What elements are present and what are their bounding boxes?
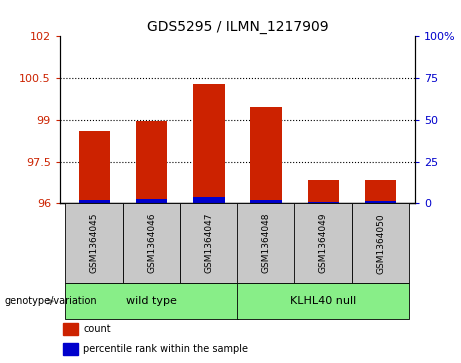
Text: genotype/variation: genotype/variation — [5, 296, 97, 306]
Bar — [250, 107, 282, 203]
Text: percentile rank within the sample: percentile rank within the sample — [83, 344, 248, 354]
Bar — [250, 200, 282, 203]
Bar — [307, 180, 339, 203]
Bar — [64, 343, 77, 355]
Text: GSM1364045: GSM1364045 — [90, 213, 99, 273]
Text: GSM1364049: GSM1364049 — [319, 213, 328, 273]
Text: GSM1364047: GSM1364047 — [204, 213, 213, 273]
Bar — [64, 323, 77, 335]
Bar — [193, 83, 225, 203]
Title: GDS5295 / ILMN_1217909: GDS5295 / ILMN_1217909 — [147, 20, 328, 34]
Bar — [65, 203, 123, 283]
Bar — [365, 201, 396, 203]
Text: GSM1364048: GSM1364048 — [261, 213, 271, 273]
Bar — [365, 180, 396, 203]
Text: KLHL40 null: KLHL40 null — [290, 296, 356, 306]
Bar — [123, 203, 180, 283]
Bar — [237, 283, 409, 319]
Bar — [237, 203, 295, 283]
Bar — [180, 203, 238, 283]
Bar — [65, 283, 238, 319]
Text: wild type: wild type — [126, 296, 177, 306]
Bar — [352, 203, 409, 283]
Text: count: count — [83, 325, 111, 334]
Bar — [307, 202, 339, 203]
Bar — [193, 197, 225, 203]
Bar — [136, 121, 167, 203]
Bar — [295, 203, 352, 283]
Text: GSM1364046: GSM1364046 — [147, 213, 156, 273]
Bar — [78, 131, 110, 203]
Text: GSM1364050: GSM1364050 — [376, 213, 385, 274]
Bar — [78, 200, 110, 203]
Bar — [136, 199, 167, 203]
